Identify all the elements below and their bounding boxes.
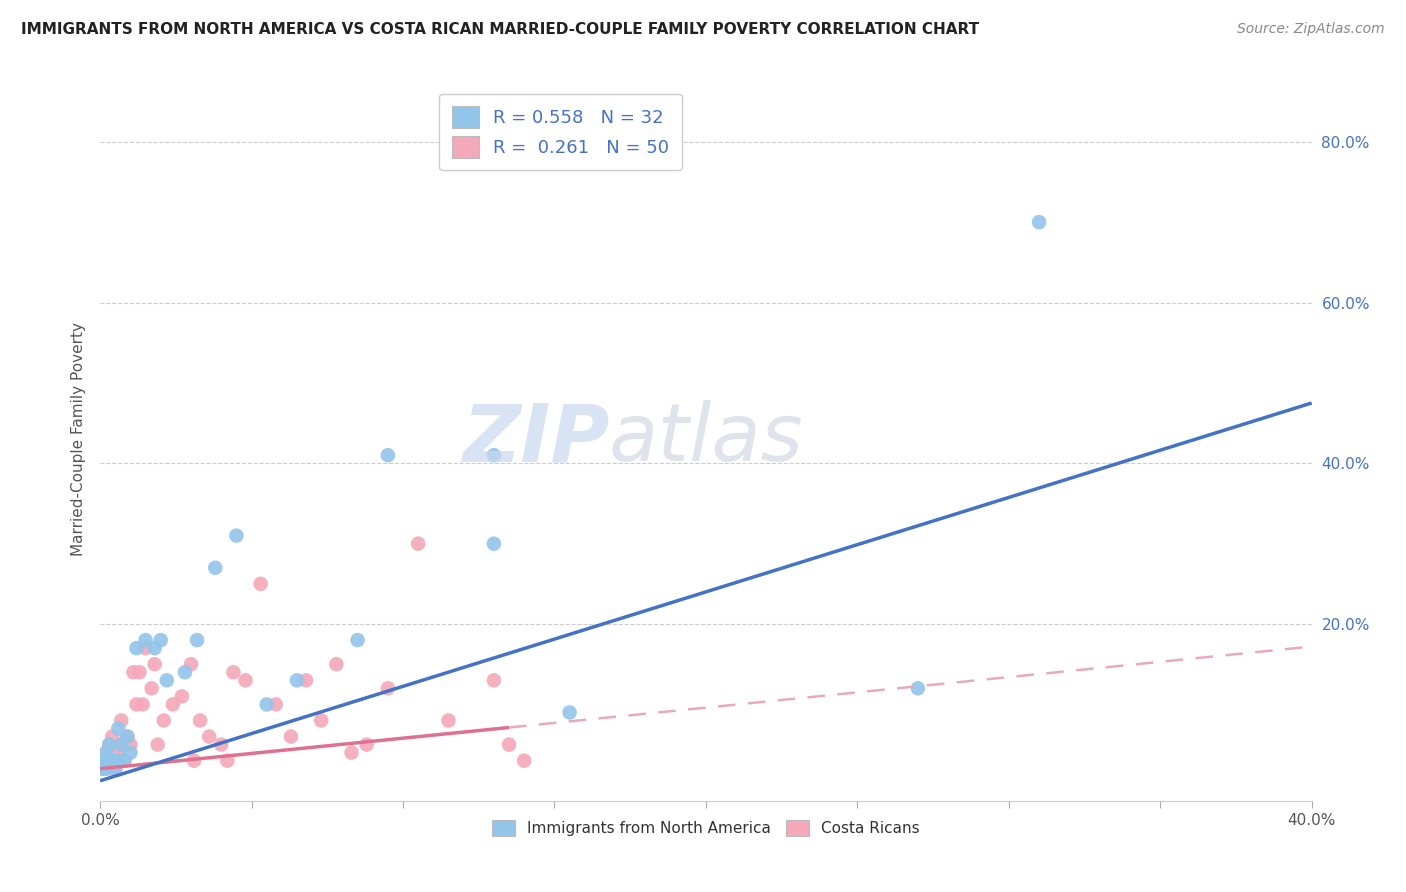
Point <box>217 754 239 768</box>
Point <box>141 681 163 696</box>
Point <box>209 738 232 752</box>
Point <box>513 754 536 768</box>
Point <box>101 754 124 768</box>
Point <box>96 746 118 760</box>
Point <box>98 738 121 752</box>
Point <box>183 754 205 768</box>
Text: IMMIGRANTS FROM NORTH AMERICA VS COSTA RICAN MARRIED-COUPLE FAMILY POVERTY CORRE: IMMIGRANTS FROM NORTH AMERICA VS COSTA R… <box>21 22 979 37</box>
Point <box>340 746 363 760</box>
Point <box>104 754 127 768</box>
Point <box>174 665 197 680</box>
Point <box>152 714 174 728</box>
Point <box>437 714 460 728</box>
Point <box>162 698 184 712</box>
Point <box>131 698 153 712</box>
Point <box>128 665 150 680</box>
Point <box>117 730 139 744</box>
Point <box>498 738 520 752</box>
Point <box>104 762 127 776</box>
Text: Source: ZipAtlas.com: Source: ZipAtlas.com <box>1237 22 1385 37</box>
Point <box>122 665 145 680</box>
Point <box>907 681 929 696</box>
Point <box>558 706 581 720</box>
Point <box>204 561 226 575</box>
Point <box>112 754 135 768</box>
Point <box>135 641 157 656</box>
Point <box>96 746 118 760</box>
Text: ZIP: ZIP <box>461 401 609 478</box>
Point <box>96 762 118 776</box>
Point <box>406 536 429 550</box>
Text: atlas: atlas <box>609 401 804 478</box>
Point <box>110 714 132 728</box>
Point <box>482 536 505 550</box>
Point <box>125 698 148 712</box>
Point <box>149 633 172 648</box>
Point <box>482 673 505 688</box>
Point <box>91 754 114 768</box>
Point <box>235 673 257 688</box>
Point <box>222 665 245 680</box>
Point <box>107 746 129 760</box>
Point <box>346 633 368 648</box>
Point <box>91 754 114 768</box>
Point <box>377 681 399 696</box>
Point <box>325 657 347 672</box>
Point <box>96 762 118 776</box>
Point <box>112 754 135 768</box>
Point <box>143 657 166 672</box>
Point <box>188 714 211 728</box>
Point <box>101 730 124 744</box>
Point <box>295 673 318 688</box>
Point <box>356 738 378 752</box>
Point <box>91 762 114 776</box>
Point <box>107 722 129 736</box>
Point <box>198 730 221 744</box>
Point <box>170 690 193 704</box>
Point <box>107 754 129 768</box>
Point <box>256 698 278 712</box>
Point <box>264 698 287 712</box>
Point <box>482 448 505 462</box>
Point <box>110 738 132 752</box>
Y-axis label: Married-Couple Family Poverty: Married-Couple Family Poverty <box>72 322 86 556</box>
Point <box>107 754 129 768</box>
Point <box>146 738 169 752</box>
Point <box>125 641 148 656</box>
Point <box>98 738 121 752</box>
Point <box>1028 215 1050 229</box>
Point <box>280 730 302 744</box>
Point <box>180 657 202 672</box>
Point <box>104 762 127 776</box>
Point <box>225 528 247 542</box>
Point <box>98 754 121 768</box>
Point <box>117 730 139 744</box>
Point <box>98 754 121 768</box>
Point <box>309 714 332 728</box>
Legend: Immigrants from North America, Costa Ricans: Immigrants from North America, Costa Ric… <box>484 813 928 844</box>
Point <box>135 633 157 648</box>
Point <box>110 738 132 752</box>
Point <box>91 762 114 776</box>
Point <box>120 746 142 760</box>
Point <box>186 633 208 648</box>
Point <box>120 738 142 752</box>
Point <box>377 448 399 462</box>
Point <box>285 673 308 688</box>
Point <box>156 673 179 688</box>
Point <box>249 577 271 591</box>
Point <box>143 641 166 656</box>
Point <box>101 762 124 776</box>
